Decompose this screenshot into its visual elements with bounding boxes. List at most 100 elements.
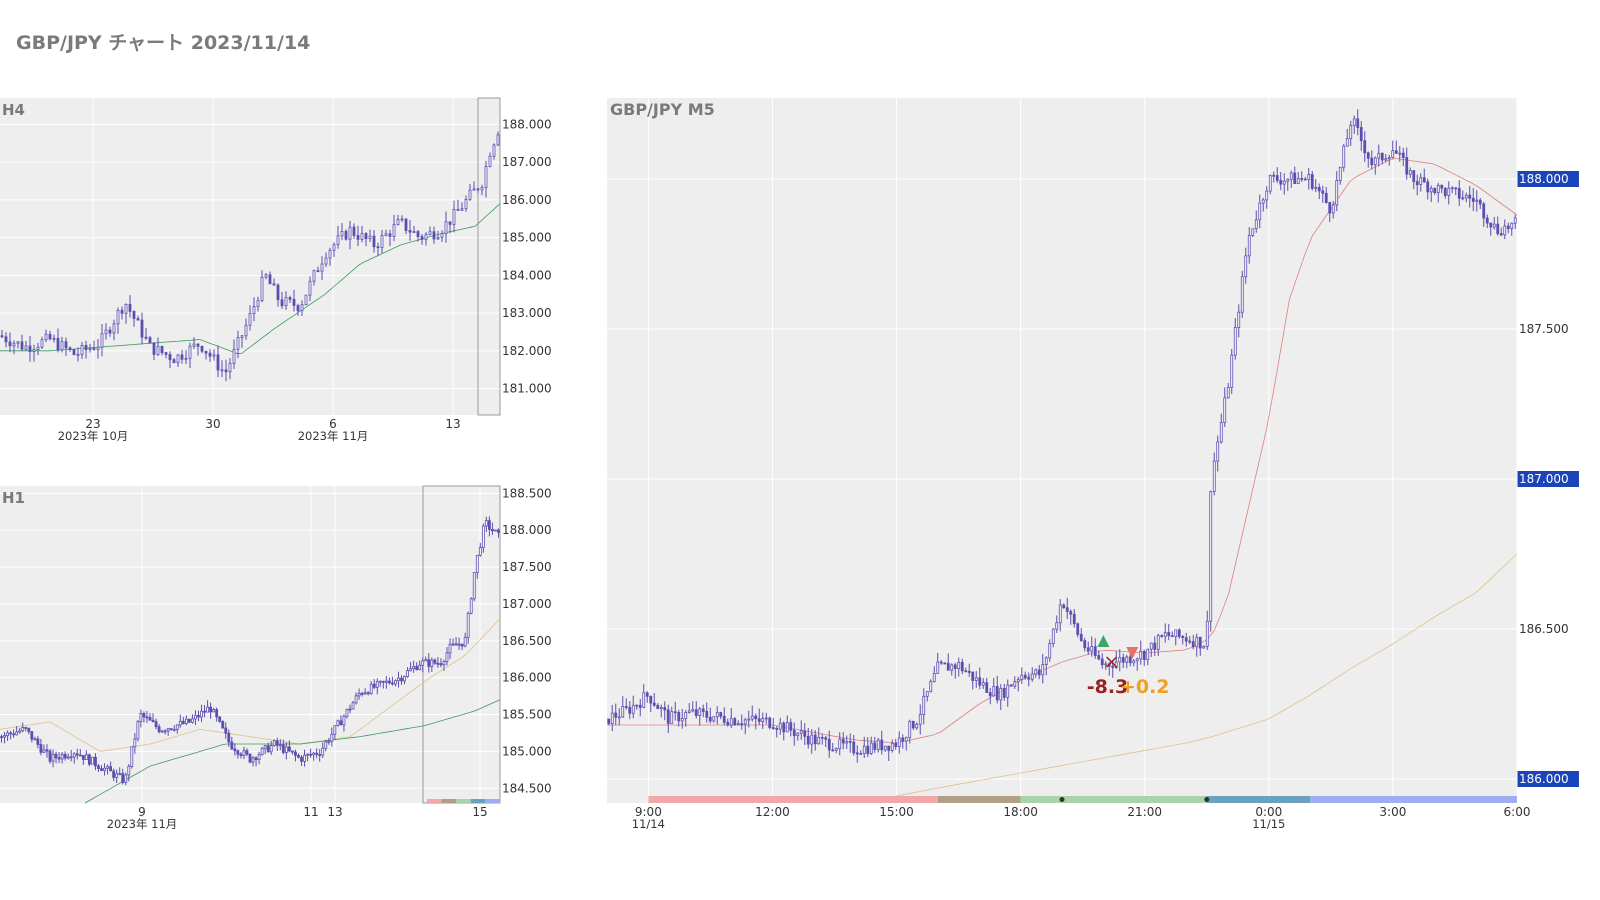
candle-body bbox=[1482, 203, 1486, 219]
candle-body bbox=[1163, 632, 1167, 637]
candle-body bbox=[87, 754, 91, 765]
candle-body bbox=[412, 231, 416, 233]
session-dot bbox=[1204, 797, 1210, 802]
candle-body bbox=[1135, 658, 1139, 662]
candle-body bbox=[701, 708, 705, 712]
candle-body bbox=[172, 359, 176, 364]
candle-body bbox=[1037, 669, 1041, 676]
panel-h1: 184.500 185.000 185.500 186.000 186.500 187.0… bbox=[0, 485, 552, 831]
candle-body bbox=[420, 236, 424, 240]
candle-body bbox=[1380, 152, 1384, 161]
candle-body bbox=[120, 309, 124, 314]
candle-body bbox=[1023, 674, 1027, 679]
candle-body bbox=[778, 722, 782, 730]
candle-body bbox=[729, 718, 733, 726]
moving-average-slow-line bbox=[0, 618, 501, 752]
candle-body bbox=[266, 745, 270, 753]
candle-body bbox=[876, 739, 880, 750]
candle-body bbox=[1433, 187, 1437, 194]
candle-body bbox=[148, 337, 152, 344]
candle-body bbox=[663, 707, 667, 711]
candle-body bbox=[333, 725, 337, 735]
candle-body bbox=[859, 753, 863, 755]
candle-body bbox=[321, 747, 325, 756]
candle-body bbox=[466, 612, 470, 638]
price-badge bbox=[1517, 771, 1579, 787]
y-tick-label: 184.000 bbox=[502, 268, 552, 282]
candle-body bbox=[1499, 233, 1503, 236]
candle-body bbox=[1240, 276, 1244, 313]
candle-body bbox=[269, 745, 273, 753]
moving-average-line bbox=[607, 157, 1518, 744]
candle-body bbox=[372, 683, 376, 688]
candle-body bbox=[1128, 656, 1132, 664]
candle-body bbox=[460, 643, 464, 647]
price-badge bbox=[1517, 171, 1579, 187]
candle-body bbox=[1265, 190, 1269, 201]
candle-body bbox=[894, 742, 898, 747]
session-segment bbox=[485, 799, 500, 803]
candle-body bbox=[1118, 657, 1122, 663]
candle-body bbox=[12, 733, 16, 736]
candle-body bbox=[866, 745, 870, 755]
candle-body bbox=[610, 712, 614, 724]
candle-body bbox=[445, 652, 449, 662]
candle-body bbox=[180, 354, 184, 360]
candle-body bbox=[84, 345, 88, 351]
candle-body bbox=[63, 753, 67, 759]
candle-body bbox=[1408, 170, 1412, 175]
candle-body bbox=[28, 345, 32, 352]
candle-body bbox=[1100, 658, 1104, 666]
candle-body bbox=[224, 369, 228, 373]
candle-body bbox=[476, 188, 480, 191]
candle-body bbox=[1450, 187, 1454, 190]
candle-body bbox=[684, 712, 688, 719]
candle-body bbox=[340, 231, 344, 237]
candle-body bbox=[1132, 660, 1136, 664]
x-tick-sublabel: 2023年 11月 bbox=[298, 429, 369, 443]
candle-body bbox=[378, 680, 382, 683]
candle-body bbox=[104, 329, 108, 335]
candle-body bbox=[946, 662, 950, 671]
candle-body bbox=[224, 727, 228, 734]
candle-body bbox=[985, 682, 989, 693]
candle-body bbox=[1272, 174, 1276, 177]
candle-body bbox=[887, 745, 891, 751]
candle-body bbox=[712, 716, 716, 722]
candle-body bbox=[356, 235, 360, 240]
candle-body bbox=[209, 706, 213, 713]
candle-body bbox=[166, 728, 170, 732]
candle-body bbox=[264, 274, 268, 278]
candle-body bbox=[1258, 202, 1262, 221]
x-tick-label: 6 bbox=[329, 417, 337, 431]
candle-body bbox=[670, 711, 674, 724]
candle-body bbox=[831, 749, 835, 752]
candle-body bbox=[109, 766, 113, 772]
candle-body bbox=[106, 766, 109, 769]
candle-body bbox=[236, 337, 240, 350]
panel-label: GBP/JPY M5 bbox=[610, 100, 715, 119]
x-tick-label: 18:00 bbox=[1003, 805, 1038, 819]
candle-body bbox=[1209, 491, 1213, 622]
candle-body bbox=[1289, 172, 1293, 180]
candle-body bbox=[351, 702, 355, 710]
candle-body bbox=[184, 718, 188, 724]
panel-h4: 181.000 182.000 183.000 184.000 185.000 186.0… bbox=[0, 97, 552, 443]
candle-body bbox=[1188, 640, 1192, 643]
candle-body bbox=[140, 319, 144, 338]
x-tick-label: 9 bbox=[138, 805, 146, 819]
candle-body bbox=[27, 727, 31, 732]
candle-body bbox=[384, 233, 388, 237]
candle-body bbox=[444, 221, 448, 234]
candle-body bbox=[248, 753, 252, 763]
candle-body bbox=[981, 682, 985, 686]
candle-body bbox=[855, 752, 859, 755]
candle-body bbox=[142, 713, 146, 718]
candle-body bbox=[1366, 152, 1370, 159]
trade-result-label: -8.3 bbox=[1087, 676, 1129, 698]
candle-body bbox=[72, 349, 76, 356]
candle-body bbox=[1328, 202, 1332, 214]
candle-body bbox=[1216, 441, 1220, 462]
candle-body bbox=[392, 224, 396, 237]
y-tick-label: 183.000 bbox=[502, 306, 552, 320]
